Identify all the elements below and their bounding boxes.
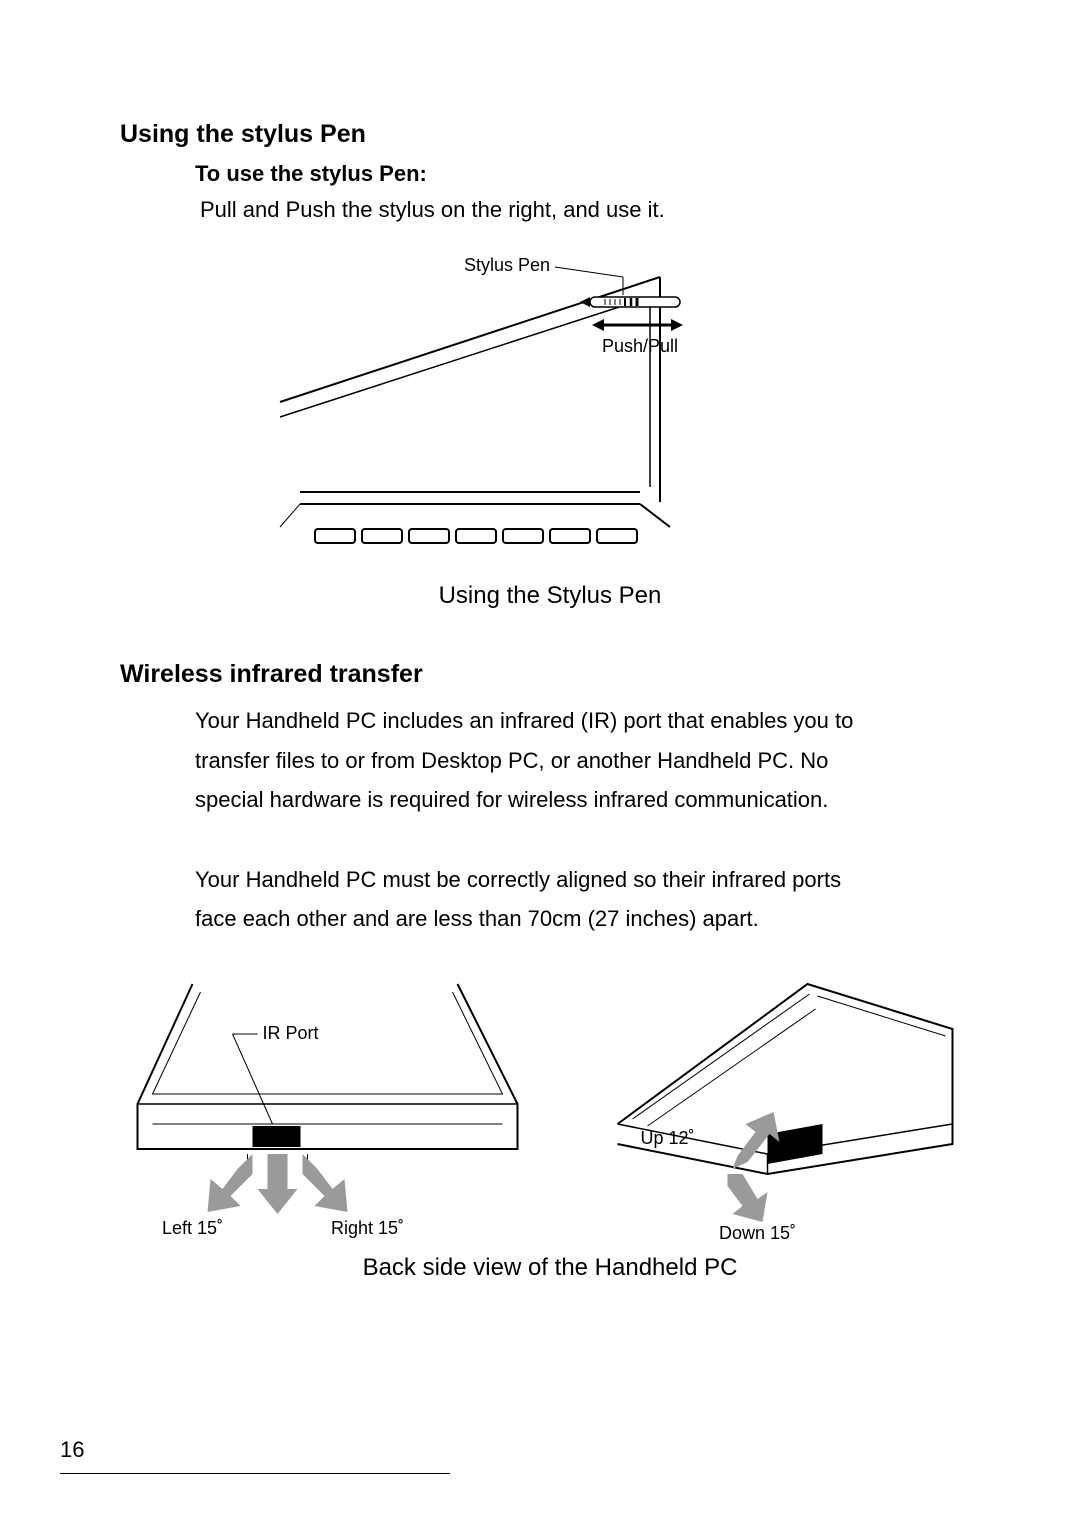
infrared-para1: Your Handheld PC includes an infrared (I… xyxy=(195,701,875,820)
infrared-para2: Your Handheld PC must be correctly align… xyxy=(195,860,875,939)
infrared-heading: Wireless infrared transfer xyxy=(120,660,980,689)
stylus-heading: Using the stylus Pen xyxy=(120,120,980,149)
ir-diagram-left: IR Port Left 15˚ Right 15˚ xyxy=(120,974,545,1244)
pushpull-label: Push/Pull xyxy=(602,336,678,356)
ir-spread-arrows-icon xyxy=(208,1154,348,1214)
section-infrared: Wireless infrared transfer Your Handheld… xyxy=(120,660,980,1282)
up12-label: Up 12˚ xyxy=(640,1128,694,1148)
stylus-figure: Stylus Pen Push/Pull xyxy=(270,247,830,567)
page-footer: 16 xyxy=(60,1437,980,1474)
infrared-figure: IR Port Left 15˚ Right 15˚ xyxy=(120,974,980,1244)
push-pull-arrow-icon xyxy=(592,319,683,331)
page-container: Using the stylus Pen To use the stylus P… xyxy=(0,0,1080,1529)
footer-rule xyxy=(60,1473,450,1474)
infrared-figure-caption: Back side view of the Handheld PC xyxy=(120,1254,980,1282)
section-stylus: Using the stylus Pen To use the stylus P… xyxy=(120,120,980,610)
irport-label: IR Port xyxy=(263,1023,319,1043)
stylus-pen-icon xyxy=(580,297,680,307)
stylus-label: Stylus Pen xyxy=(464,255,550,275)
stylus-instruction: Pull and Push the stylus on the right, a… xyxy=(200,193,980,227)
ir-port-icon xyxy=(253,1126,301,1147)
ir-diagram-right: Up 12˚ Down 15˚ xyxy=(555,974,980,1244)
down15-label: Down 15˚ xyxy=(719,1223,796,1243)
stylus-figure-caption: Using the Stylus Pen xyxy=(120,582,980,610)
ir-vertical-arrows-icon xyxy=(728,1112,780,1222)
page-number: 16 xyxy=(60,1437,84,1462)
stylus-subheading: To use the stylus Pen: xyxy=(195,161,980,187)
right15-label: Right 15˚ xyxy=(331,1218,404,1238)
keyboard-keys-icon xyxy=(315,529,637,543)
stylus-diagram-svg: Stylus Pen Push/Pull xyxy=(270,247,830,567)
left15-label: Left 15˚ xyxy=(162,1218,223,1238)
